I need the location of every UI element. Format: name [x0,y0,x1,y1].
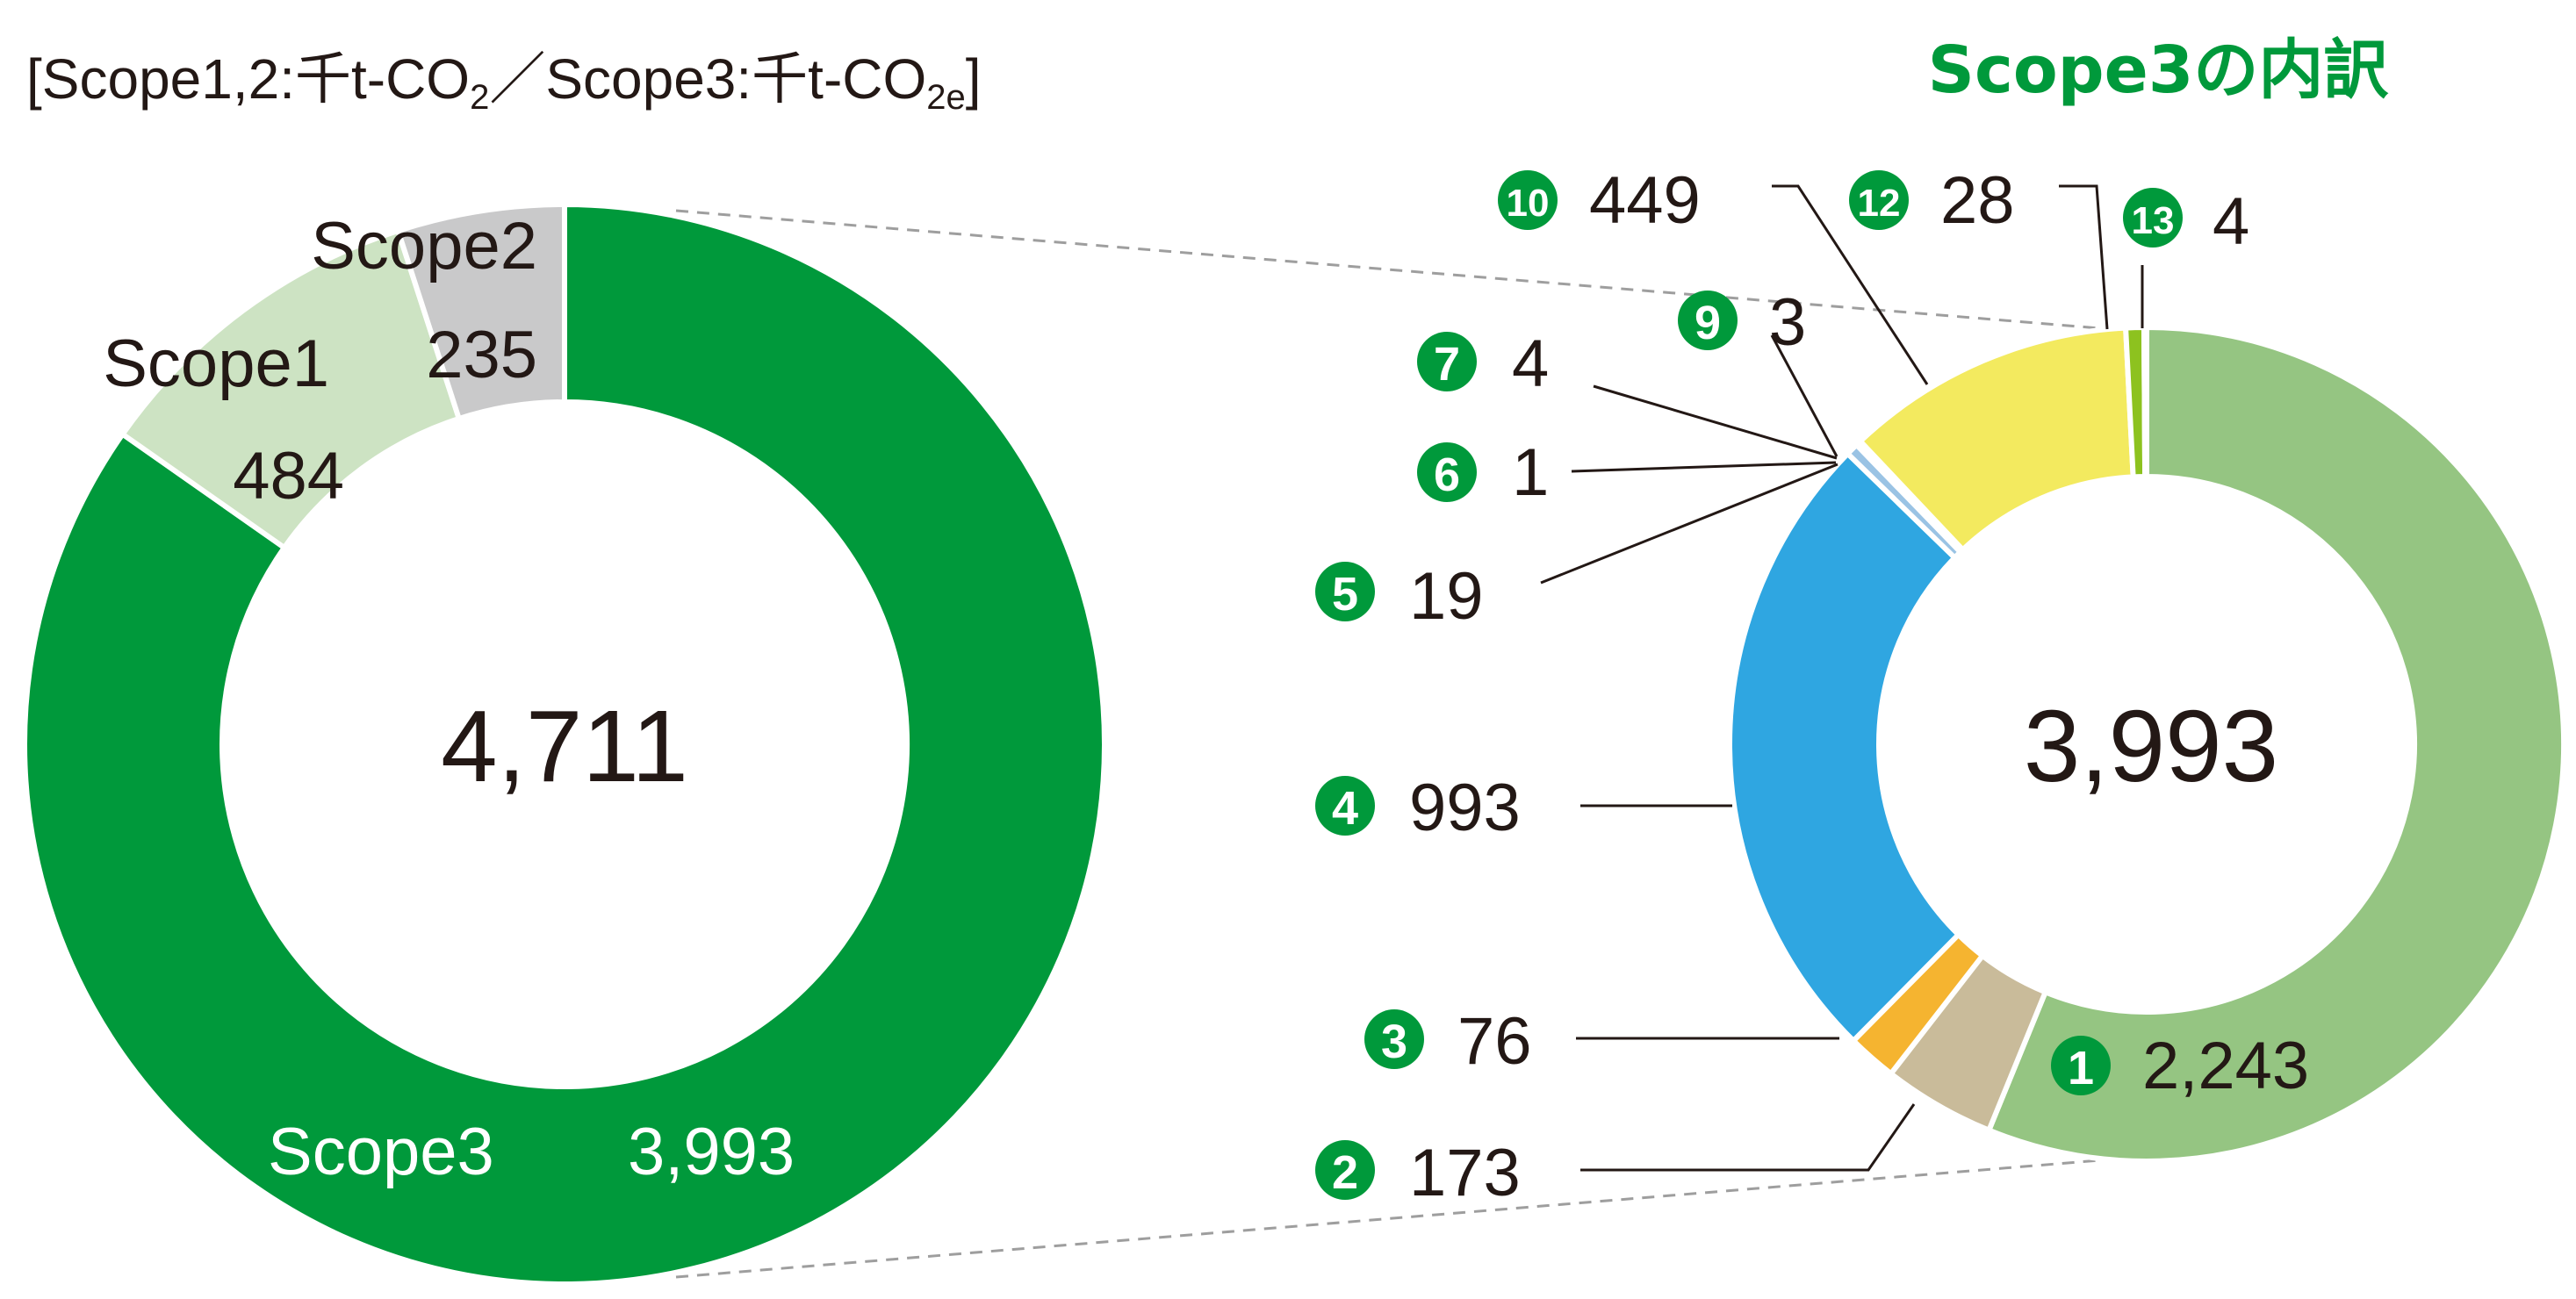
label-item-9: 9 3 [1678,285,1806,360]
label-scope3-name: Scope3 [268,1115,494,1189]
badge-13-number: 13 [2132,199,2175,242]
leader-lines [1540,184,2144,1172]
badge-7-number: 7 [1434,338,1460,391]
label-item-7: 7 4 [1417,327,1549,401]
total-slice-scope3 [22,202,1107,1287]
label-item-4: 4 993 [1315,771,1521,845]
badge-5-number: 5 [1332,568,1358,621]
leader-7 [1593,384,1838,460]
total-emissions-donut [22,202,1107,1287]
label-scope3-value: 3,993 [628,1115,795,1189]
badge-4 [1315,776,1375,836]
value-10: 449 [1589,163,1701,238]
badge-9 [1678,291,1738,350]
label-item-10: 10 449 [1498,163,1701,238]
label-scope2: Scope2 235 [311,209,537,392]
value-6: 1 [1512,435,1549,510]
value-5: 19 [1409,559,1484,634]
label-item-2: 2 173 [1315,1136,1521,1210]
label-item-3: 3 76 [1364,1004,1532,1079]
badge-13 [2123,188,2183,248]
label-item-5: 5 19 [1315,559,1484,634]
connector-top [675,209,2143,334]
leader-9 [1770,334,1838,457]
label-scope3: Scope3 3,993 [268,1115,795,1189]
value-9: 3 [1769,285,1806,360]
badge-2-number: 2 [1332,1146,1358,1199]
value-12: 28 [1940,163,2015,238]
badge-12 [1849,170,1909,230]
leader-12 [2059,184,2109,330]
value-7: 4 [1512,327,1549,401]
breakdown-heading: Scope3の内訳 [1928,32,2390,108]
scope3-slice-4 [1727,450,1961,1044]
badge-6 [1417,442,1477,502]
leader-5 [1540,463,1838,585]
leader-10 [1772,184,1929,385]
badge-10 [1498,170,1558,230]
badge-2 [1315,1140,1375,1200]
label-item-13: 13 4 [2123,184,2249,259]
scope3-center-label: 3,993 [2024,689,2278,803]
value-3: 76 [1457,1004,1532,1079]
label-item-1: 1 2,243 [2051,1029,2309,1103]
value-2: 173 [1409,1136,1521,1210]
label-scope2-value: 235 [426,318,537,392]
badge-4-number: 4 [1332,782,1358,835]
value-13: 4 [2213,184,2249,259]
label-item-6: 6 1 [1417,435,1549,510]
label-scope1-name: Scope1 [103,327,329,401]
scope3-slice-13 [2141,324,2149,480]
badge-3-number: 3 [1381,1016,1407,1068]
badge-7 [1417,332,1477,391]
total-slice-scope2 [395,202,567,421]
label-scope1-value: 484 [233,439,344,513]
scope3-slice-1 [1986,325,2566,1164]
badge-3 [1364,1009,1424,1069]
scope3-breakdown-donut [1727,324,2566,1164]
badge-1 [2051,1036,2111,1095]
badge-10-number: 10 [1507,182,1550,225]
leader-2 [1580,1103,1916,1172]
label-scope1: Scope1 484 [103,327,344,513]
value-4: 993 [1409,771,1521,845]
label-item-12: 12 28 [1849,163,2015,238]
total-center-label: 4,711 [441,689,688,803]
label-scope2-name: Scope2 [311,209,537,283]
badge-6-number: 6 [1434,449,1460,501]
badge-1-number: 1 [2068,1042,2094,1094]
badge-12-number: 12 [1858,182,1901,225]
badge-5 [1315,562,1375,621]
connector-bottom [675,1155,2143,1279]
units-caption: [Scope1,2:千t-CO2／Scope3:千t-CO2e] [26,47,982,117]
leader-6 [1571,461,1837,473]
value-1: 2,243 [2142,1029,2309,1103]
badge-9-number: 9 [1695,297,1721,349]
